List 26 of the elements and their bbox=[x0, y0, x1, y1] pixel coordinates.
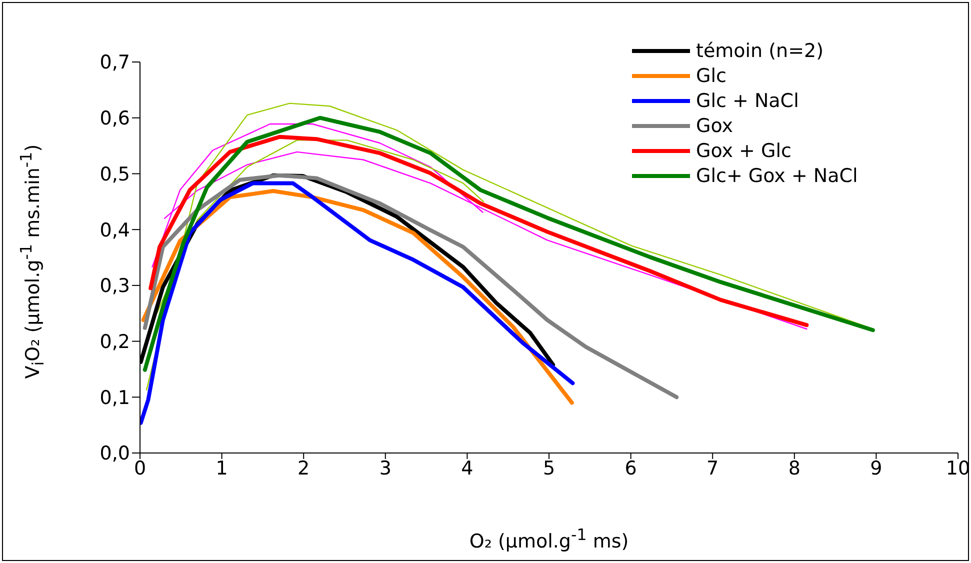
y-tick-label: 0,7 bbox=[100, 52, 130, 74]
legend-label: Gox + Glc bbox=[696, 140, 792, 162]
y-tick-label: 0,5 bbox=[100, 163, 130, 186]
x-tick-label: 4 bbox=[461, 457, 474, 480]
legend-label: Glc+ Gox + NaCl bbox=[696, 164, 858, 186]
x-tick-label: 1 bbox=[216, 457, 228, 480]
y-tick-label: 0,6 bbox=[100, 108, 130, 130]
y-tick-label: 0,4 bbox=[100, 219, 130, 242]
x-tick-label: 9 bbox=[870, 457, 882, 480]
y-tick-label: 0,2 bbox=[100, 331, 130, 354]
y-tick-label: 0,1 bbox=[100, 386, 130, 409]
y-tick-label: 0,3 bbox=[100, 275, 130, 298]
legend-label: Gox bbox=[696, 114, 734, 136]
x-tick-label: 5 bbox=[542, 457, 556, 480]
x-tick-label: 6 bbox=[624, 457, 637, 480]
x-tick-label: 3 bbox=[379, 457, 392, 480]
x-tick-label: 8 bbox=[788, 457, 800, 480]
x-tick-label: 2 bbox=[298, 457, 310, 480]
x-tick-label: 0 bbox=[134, 457, 146, 480]
y-tick-label: 0,0 bbox=[100, 442, 130, 465]
x-axis-title: O₂ (µmol.g$^{-1}$ ms) bbox=[468, 525, 630, 552]
line-series bbox=[142, 173, 679, 400]
legend-label: Glc bbox=[696, 64, 726, 86]
x-tick-label: 7 bbox=[706, 457, 719, 480]
legend-label: témoin (n=2) bbox=[696, 40, 824, 62]
legend-label: Glc + NaCl bbox=[696, 90, 799, 112]
